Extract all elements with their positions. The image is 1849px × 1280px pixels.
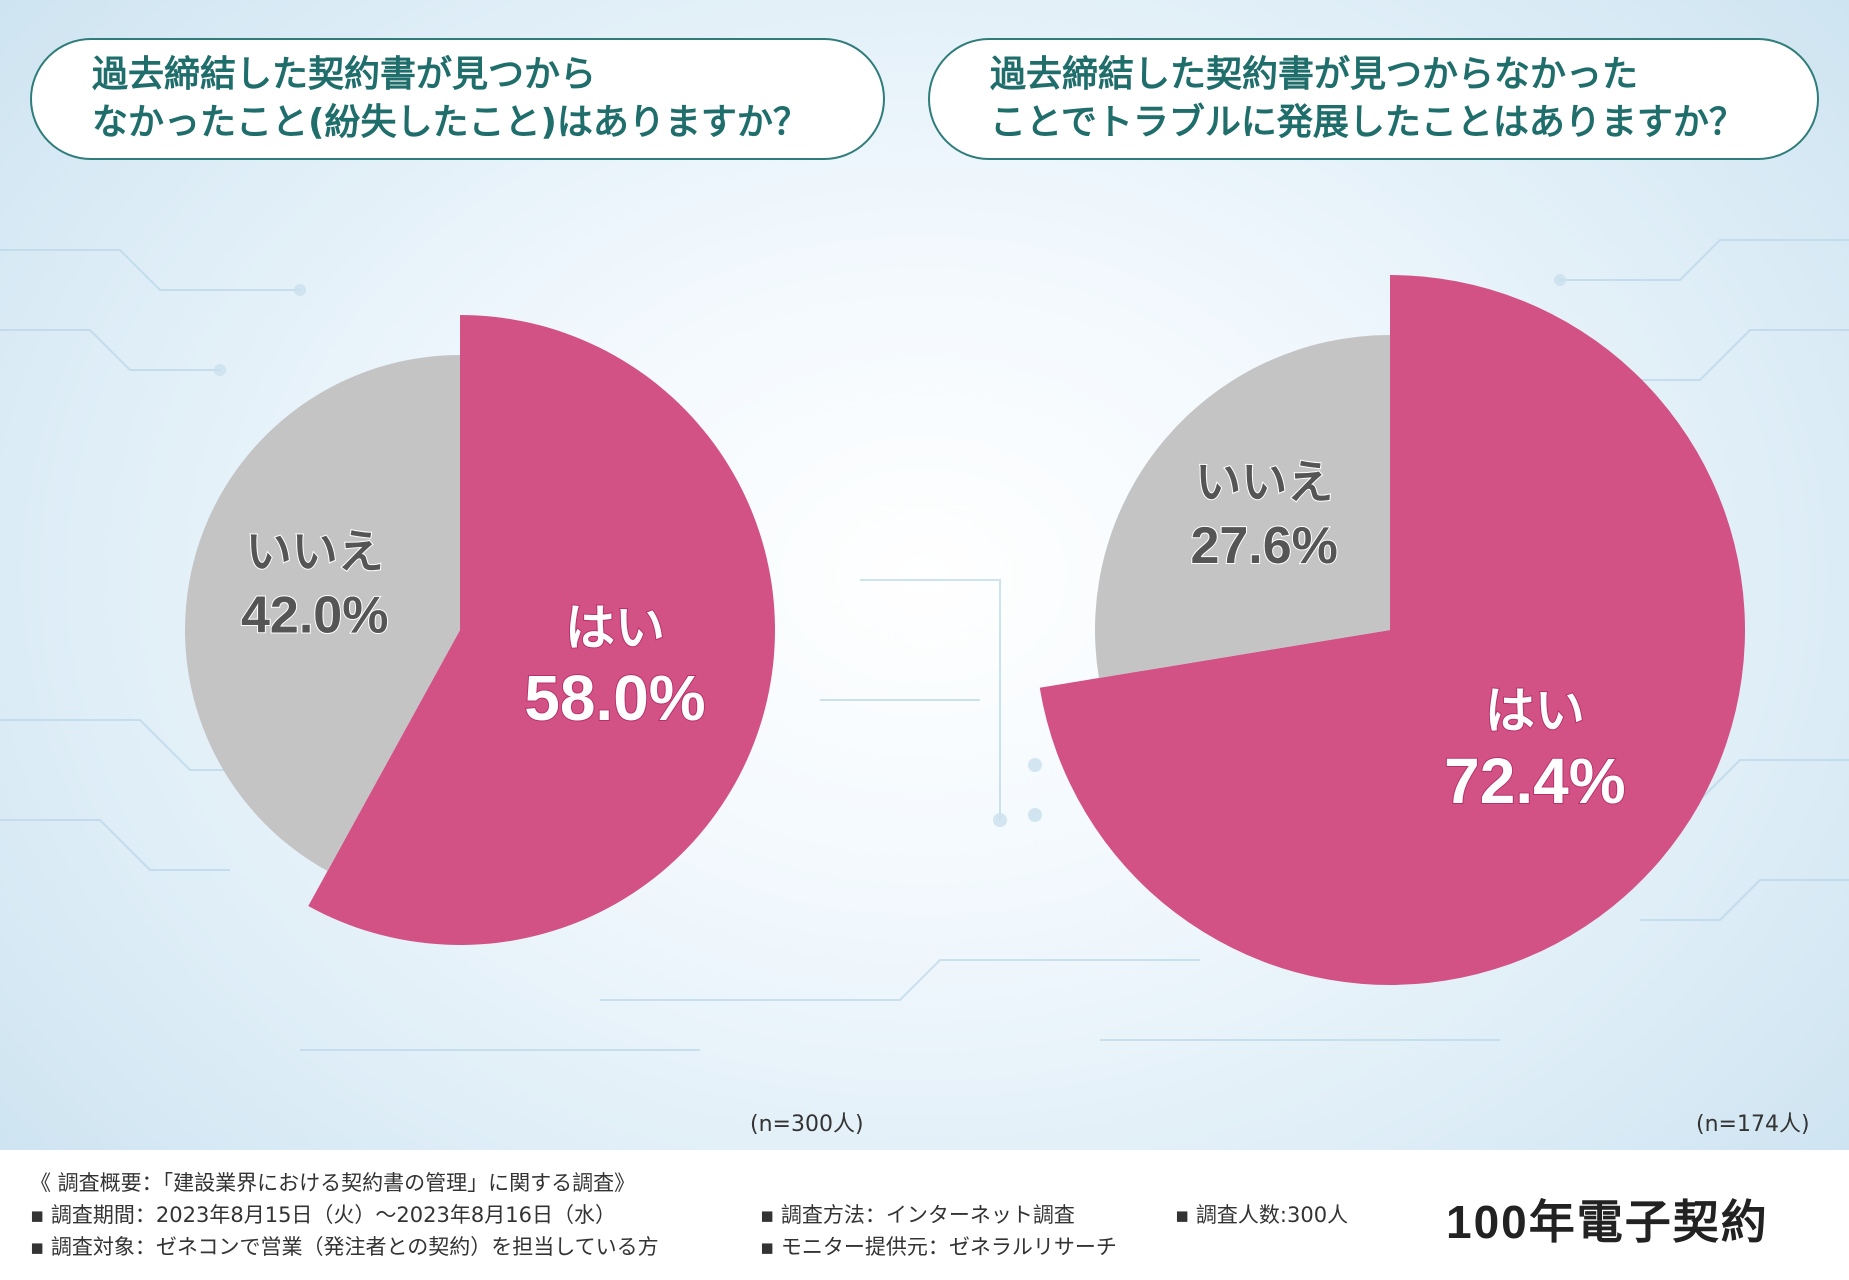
- survey-target: ▪ 調査対象：ゼネコンで営業（発注者との契約）を担当している方: [30, 1235, 659, 1259]
- question-2-line-2: ことでトラブルに発展したことはありますか？: [990, 102, 1745, 143]
- circuit-background: [0, 239, 1849, 1051]
- question-1-line-2: なかったこと(紛失したこと)はありますか？: [92, 102, 809, 143]
- survey-period: ▪ 調査期間：2023年8月15日（火）～2023年8月16日（水）: [30, 1203, 616, 1227]
- pie-2-slice-yes: [1039, 275, 1745, 985]
- pie-2-slice-no: [1094, 335, 1390, 678]
- pie-2-value-no: 27.6%: [1190, 517, 1337, 575]
- survey-provider: ▪ モニター提供元：ゼネラルリサーチ: [760, 1235, 1117, 1259]
- pie-1-label-no: いいえ: [246, 525, 384, 579]
- question-box-2: 過去締結した契約書が見つからなかった ことでトラブルに発展したことはありますか？: [928, 38, 1819, 160]
- brand-logo: 100年電子契約: [1446, 1186, 1769, 1252]
- question-1-line-1: 過去締結した契約書が見つから: [92, 54, 597, 95]
- pie-2-value-yes: 72.4%: [1444, 745, 1625, 817]
- question-box-1: 過去締結した契約書が見つから なかったこと(紛失したこと)はありますか？: [30, 38, 885, 160]
- brand-name: 年電子契約: [1528, 1195, 1769, 1249]
- pie-1-value-no: 42.0%: [241, 587, 388, 645]
- pie-1-slice-no: [184, 355, 460, 871]
- pie-1-label-yes: はい: [565, 599, 665, 657]
- survey-count: ▪ 調査人数:300人: [1175, 1203, 1349, 1227]
- survey-method: ▪ 調査方法：インターネット調査: [760, 1203, 1075, 1227]
- pie-1-value-yes: 58.0%: [524, 662, 705, 734]
- pie-1-slice-yes: [308, 315, 775, 945]
- question-2-line-1: 過去締結した契約書が見つからなかった: [990, 54, 1639, 95]
- survey-footer: [0, 1150, 1849, 1280]
- survey-overview: 《 調査概要：「建設業界における契約書の管理」に関する調査》: [30, 1171, 636, 1195]
- pie-2-label-no: いいえ: [1195, 455, 1333, 509]
- sample-size-2: (n=174人): [1696, 1112, 1810, 1137]
- pie-2-label-yes: はい: [1485, 682, 1585, 740]
- sample-size-1: (n=300人): [750, 1112, 864, 1137]
- brand-number: 100: [1446, 1196, 1529, 1248]
